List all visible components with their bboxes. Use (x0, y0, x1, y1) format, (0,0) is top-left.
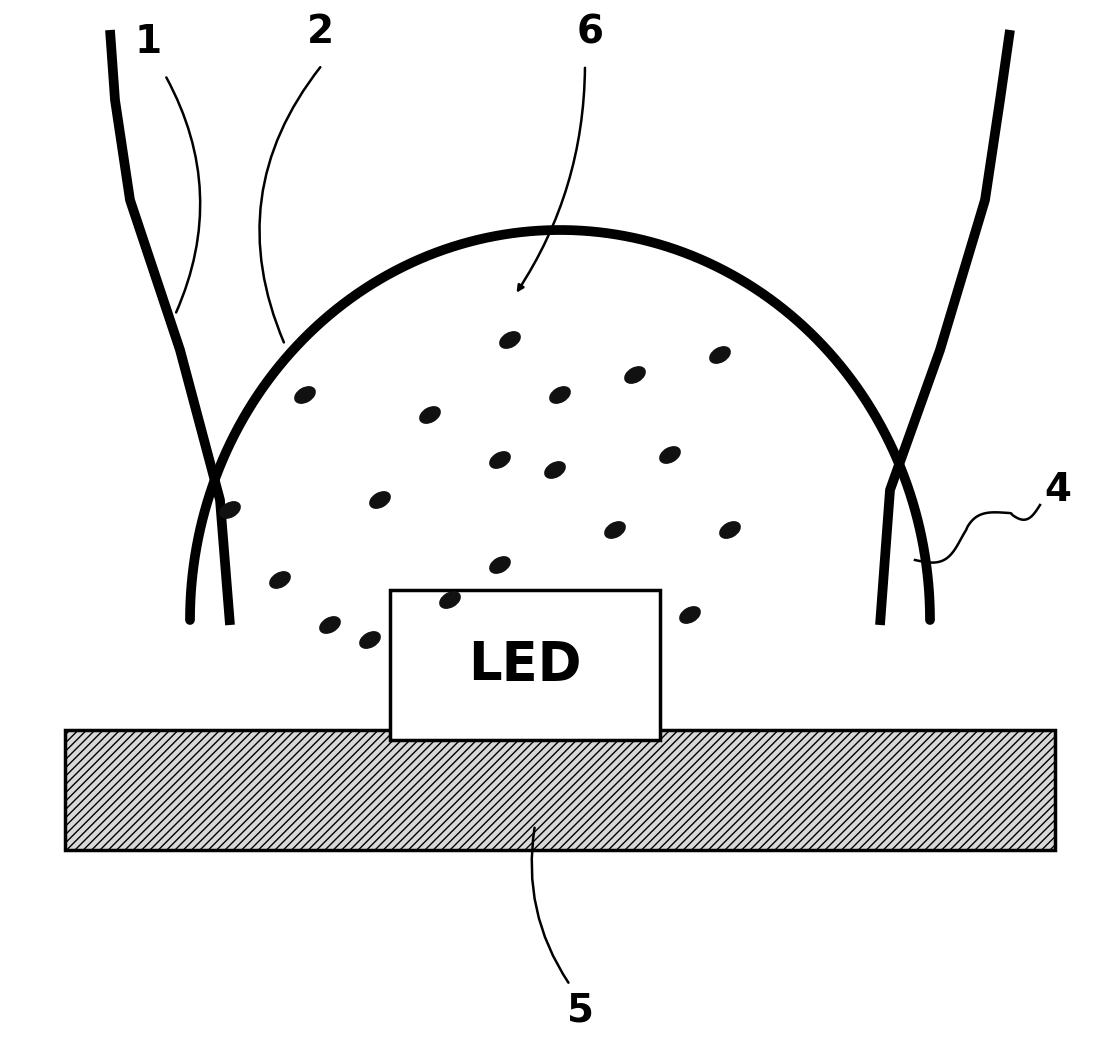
Ellipse shape (680, 607, 700, 624)
Text: 6: 6 (576, 13, 603, 51)
Ellipse shape (709, 347, 731, 364)
Text: 1: 1 (134, 23, 161, 61)
Text: 2: 2 (307, 13, 333, 51)
Polygon shape (190, 230, 930, 620)
Ellipse shape (605, 522, 626, 539)
Ellipse shape (660, 446, 680, 463)
Ellipse shape (420, 407, 440, 423)
Bar (391, 590, 660, 740)
Text: LED: LED (468, 639, 582, 691)
Ellipse shape (500, 332, 520, 348)
Ellipse shape (545, 462, 565, 478)
Ellipse shape (294, 387, 316, 403)
Ellipse shape (440, 592, 460, 608)
Ellipse shape (720, 522, 740, 539)
Ellipse shape (270, 572, 290, 588)
Ellipse shape (490, 556, 510, 573)
Ellipse shape (549, 387, 571, 403)
Ellipse shape (370, 492, 391, 508)
Bar (65, 730, 1055, 850)
Ellipse shape (490, 452, 510, 468)
Ellipse shape (624, 367, 646, 384)
Text: 5: 5 (566, 991, 593, 1029)
Ellipse shape (219, 502, 241, 518)
Ellipse shape (360, 632, 380, 648)
Text: 4: 4 (1044, 471, 1072, 509)
Ellipse shape (320, 617, 340, 633)
